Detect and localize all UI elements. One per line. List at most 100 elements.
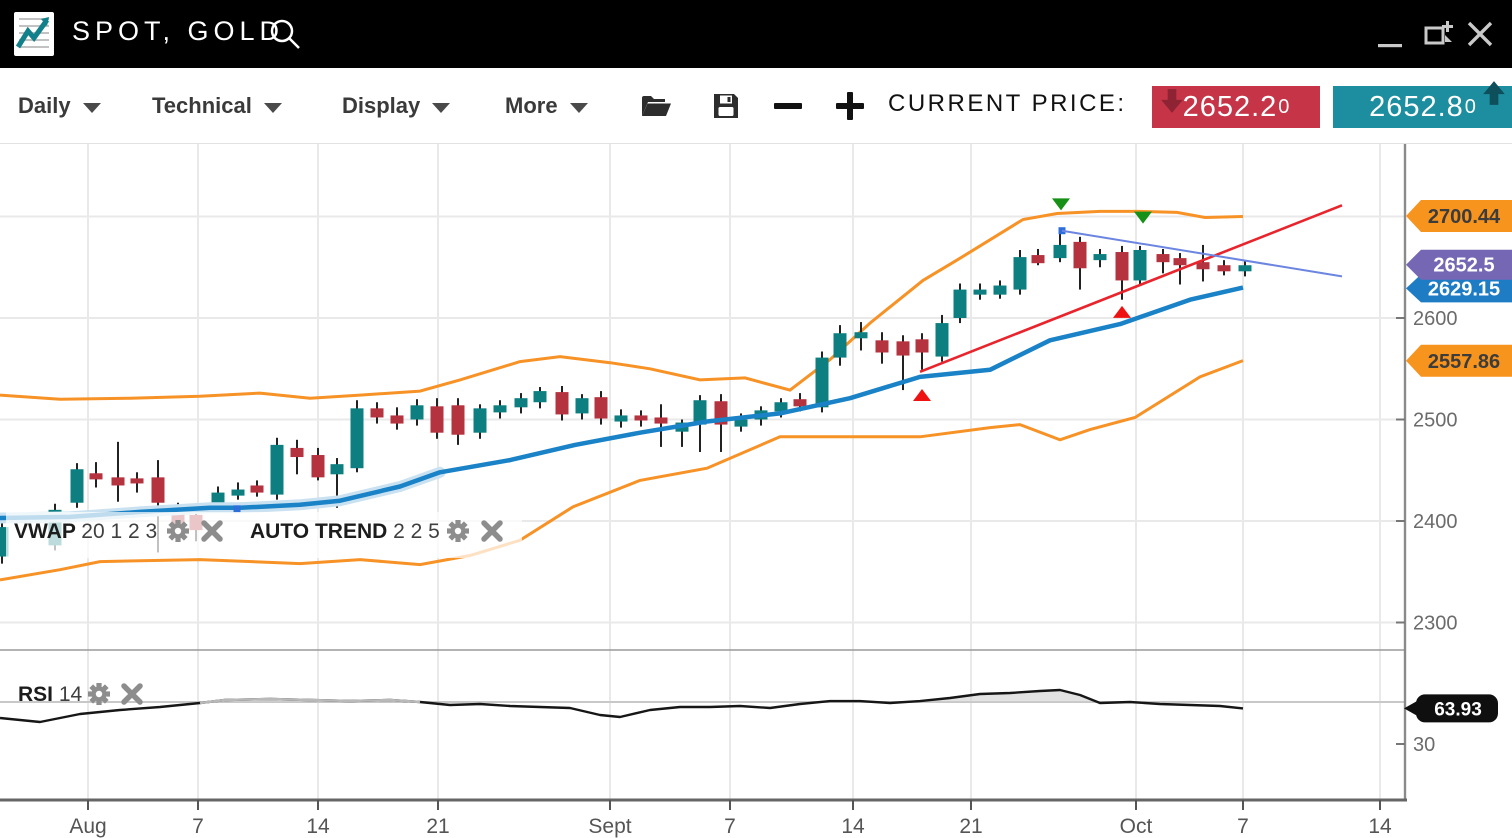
candle-body: [514, 398, 528, 408]
candle-body: [1217, 265, 1231, 272]
candle-body: [815, 357, 829, 408]
rsi-axis-tick-label: 30: [1413, 734, 1435, 756]
candle-body: [311, 455, 325, 478]
candle-body: [555, 392, 569, 415]
x-axis-tick-label: 21: [959, 815, 982, 838]
vwap-line[interactable]: [0, 285, 1244, 521]
save-icon[interactable]: [708, 88, 744, 124]
zoom-out-icon[interactable]: [770, 88, 806, 124]
indicator-settings-gear-icon[interactable]: [167, 520, 189, 542]
candle-body: [231, 489, 245, 496]
auto-trend-support[interactable]: [919, 204, 1343, 374]
indicator-remove-icon[interactable]: [481, 520, 503, 542]
candle-body: [953, 289, 967, 318]
svg-text:VWAP 20 1 2 3: VWAP 20 1 2 3: [14, 520, 157, 543]
symbol-title: SPOT, GOLD: [72, 16, 285, 46]
vwap-anchor-handle[interactable]: [1058, 227, 1066, 235]
rsi-line-overbought-segment: [199, 697, 421, 705]
indicator-label-vwap: VWAP 20 1 2 3: [14, 520, 223, 543]
bid-price-value: 2652.2: [1182, 90, 1278, 123]
x-axis-tick-label: 14: [306, 815, 330, 838]
candle-body: [734, 419, 748, 427]
indicator-label-rsi: RSI 14: [18, 683, 143, 706]
candle-body: [330, 464, 344, 475]
candle-body: [473, 408, 487, 433]
candle-body: [854, 332, 868, 339]
x-axis-tick-label: 21: [426, 815, 449, 838]
rsi-value-tag: 63.93: [1404, 694, 1498, 723]
app-logo-icon: [14, 12, 54, 56]
candle-body: [1013, 257, 1027, 290]
gridlines: [0, 144, 1405, 800]
menu-more-label: More: [505, 92, 558, 118]
vwap-anchor-handle[interactable]: [233, 505, 241, 513]
candle-body: [1053, 244, 1067, 259]
minimize-button[interactable]: [1372, 16, 1408, 52]
candle-body: [614, 415, 628, 422]
x-axis-tick-label: 7: [1237, 815, 1249, 838]
chevron-down-icon: [263, 102, 282, 113]
indicator-remove-icon[interactable]: [201, 520, 223, 542]
candle-body: [0, 527, 9, 557]
candle-body: [1196, 262, 1210, 270]
bid-price-badge: 2652.2 0: [1152, 86, 1320, 128]
search-icon[interactable]: [268, 17, 304, 53]
auto-trend-resistance[interactable]: [1061, 229, 1343, 278]
open-folder-icon[interactable]: [638, 88, 674, 124]
toolbar: Daily Technical Display More CURRENT PRI…: [0, 68, 1512, 144]
sell-signal-icon: [1052, 198, 1070, 211]
candle-body: [89, 473, 103, 480]
candle-body: [1115, 252, 1129, 281]
menu-display[interactable]: Display: [342, 68, 451, 143]
indicator-remove-icon[interactable]: [121, 683, 143, 705]
candle-body: [350, 408, 364, 469]
candle-body: [774, 402, 788, 412]
svg-text:2652.5: 2652.5: [1433, 255, 1494, 277]
x-axis-tick-label: 7: [724, 815, 736, 838]
lower-band-line: [0, 359, 1244, 582]
candles: [0, 227, 1252, 564]
price-chart[interactable]: VWAP 20 1 2 3 AUTO TREND 2 2 5 RSI 14 Aug 7 1…: [0, 144, 1512, 838]
indicator-settings-gear-icon[interactable]: [88, 683, 110, 705]
axes: Aug 7 14 21 Sept 7 14 21 Oct 7 14 2600 2500 2400 2300 3…: [0, 144, 1458, 838]
popout-button[interactable]: [1420, 16, 1456, 52]
indicator-settings-gear-icon[interactable]: [447, 520, 469, 542]
svg-text:63.93: 63.93: [1434, 699, 1482, 720]
x-axis-tick-label: 7: [192, 815, 204, 838]
candle-body: [875, 340, 889, 353]
candle-body: [1133, 249, 1147, 281]
price-tag-2652.5: 2652.5: [1406, 249, 1512, 280]
price-up-arrow-icon: [1483, 81, 1505, 105]
menu-more[interactable]: More: [505, 68, 588, 143]
candle-body: [211, 492, 225, 505]
price-tag-2700.44: 2700.44: [1406, 200, 1512, 233]
menu-technical[interactable]: Technical: [152, 68, 282, 143]
price-tag-2629.15: 2629.15: [1406, 274, 1512, 303]
close-button[interactable]: [1462, 16, 1498, 52]
zoom-in-icon[interactable]: [832, 88, 868, 124]
price-axis-tick-label: 2500: [1413, 410, 1458, 432]
candle-body: [270, 444, 284, 495]
menu-timeframe[interactable]: Daily: [18, 68, 101, 143]
titlebar: SPOT, GOLD: [0, 0, 1512, 68]
candle-body: [1156, 254, 1170, 263]
candle-body: [111, 477, 125, 486]
candle-body: [1031, 255, 1045, 264]
candle-body: [1238, 265, 1252, 272]
candle-body: [833, 333, 847, 358]
sell-signal-icon: [1134, 211, 1152, 224]
candle-body: [973, 289, 987, 295]
candle-body: [1073, 241, 1087, 269]
candle-body: [250, 485, 264, 493]
candle-body: [493, 405, 507, 413]
svg-text:2557.86: 2557.86: [1428, 351, 1500, 373]
price-down-arrow-icon: [1161, 89, 1183, 113]
x-axis-tick-label: Aug: [69, 815, 106, 838]
indicator-label-auto-trend: AUTO TREND 2 2 5: [250, 520, 503, 543]
candle-body: [793, 399, 807, 407]
chevron-down-icon: [432, 102, 451, 113]
candle-body: [935, 323, 949, 357]
candle-body: [370, 408, 384, 418]
x-axis-tick-label: 14: [1368, 815, 1392, 838]
